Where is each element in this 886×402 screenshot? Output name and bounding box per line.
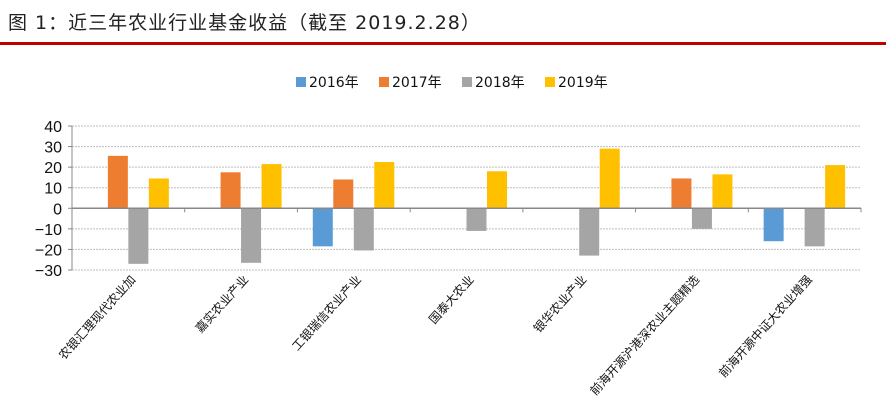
bar-2019年 [599, 148, 620, 209]
bar-2018年 [579, 208, 600, 256]
legend-swatch [296, 77, 306, 87]
bar-2017年 [220, 172, 241, 209]
bar-2018年 [466, 208, 487, 231]
x-tick-label: 前海开源沪港深农业主题精选 [587, 272, 703, 398]
x-tick-label: 嘉实农业产业 [192, 272, 251, 336]
bar-2018年 [128, 208, 149, 264]
legend-swatch [379, 77, 389, 87]
y-tick-label: 0 [53, 201, 62, 218]
bar-2019年 [374, 162, 395, 209]
bar-2018年 [353, 208, 374, 251]
x-tick-label: 前海开源中证大农业增强 [715, 272, 814, 380]
bar-2018年 [691, 208, 712, 229]
bar-2019年 [261, 164, 282, 209]
bar-2019年 [487, 171, 507, 209]
y-tick-label: −20 [35, 242, 62, 259]
y-tick-label: 30 [44, 140, 62, 157]
bar-2018年 [241, 208, 262, 263]
figure-title: 图 1：近三年农业行业基金收益（截至 2019.2.28） [8, 12, 481, 34]
x-tick-label: 银华农业产业 [531, 273, 590, 336]
y-tick-label: 40 [44, 119, 62, 136]
bar-2017年 [107, 155, 128, 209]
bar-2018年 [804, 208, 825, 247]
legend-label: 2016年 [309, 75, 359, 91]
legend-label: 2017年 [392, 75, 442, 91]
bar-2019年 [712, 174, 733, 209]
bar-2017年 [333, 179, 354, 209]
legend-label: 2019年 [558, 75, 608, 91]
bar-2019年 [825, 165, 846, 209]
x-tick-label: 国泰大农业 [426, 273, 477, 327]
x-tick-label: 农银汇理现代农业加 [56, 273, 139, 363]
bar-2016年 [312, 208, 333, 247]
bar-2017年 [671, 178, 692, 209]
y-tick-label: −30 [35, 263, 62, 280]
y-tick-label: 20 [44, 160, 62, 177]
y-tick-label: −10 [35, 222, 62, 239]
title-rule [0, 42, 886, 45]
legend-label: 2018年 [475, 75, 525, 91]
bar-2016年 [763, 208, 784, 242]
x-tick-label: 工银瑞信农业产业 [289, 273, 364, 354]
legend-swatch [545, 77, 555, 87]
bar-2019年 [148, 178, 169, 209]
y-tick-label: 10 [44, 181, 62, 198]
legend-swatch [462, 77, 472, 87]
